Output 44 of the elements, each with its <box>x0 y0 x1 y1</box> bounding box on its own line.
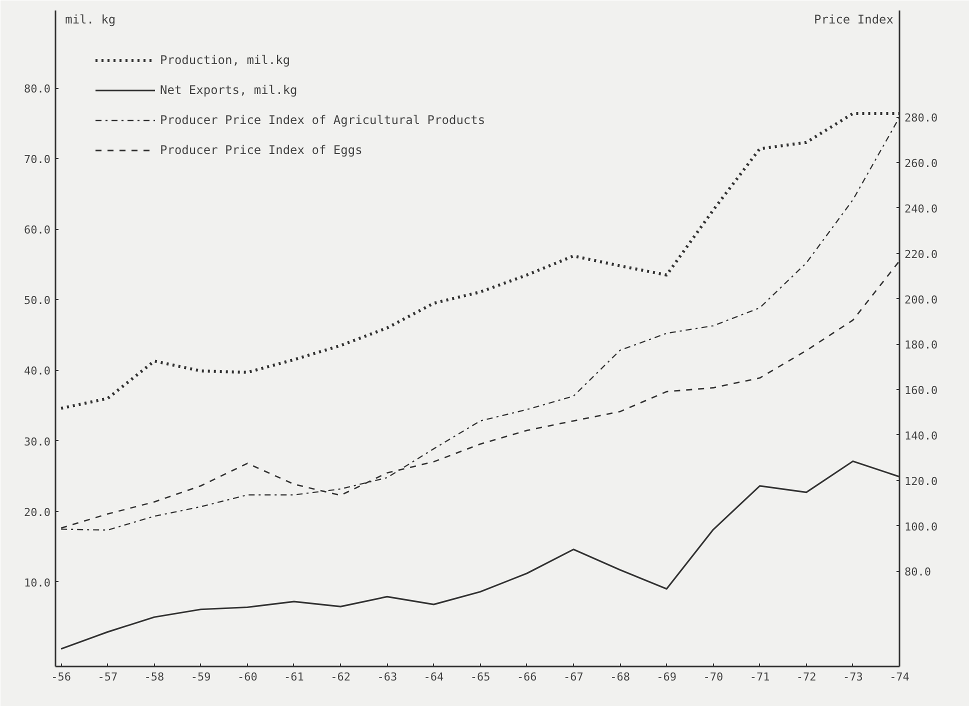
y-tick-label: 50.0 <box>24 294 51 308</box>
legend-label: Net Exports, mil.kg <box>160 83 298 97</box>
y2-tick-label: 220.0 <box>904 248 938 261</box>
x-tick-label: -68 <box>610 670 630 684</box>
x-tick-label: -70 <box>703 670 724 684</box>
y-tick-label: 30.0 <box>24 435 51 448</box>
y2-tick-label: 160.0 <box>904 384 938 398</box>
x-tick-label: -58 <box>144 670 164 684</box>
y-tick-label: 40.0 <box>24 364 51 378</box>
y-tick-label: 80.0 <box>24 82 51 96</box>
y2-tick-label: 200.0 <box>904 293 938 306</box>
y2-tick-label: 280.0 <box>904 112 938 125</box>
x-tick-label: -61 <box>284 670 304 684</box>
legend-label: Production, mil.kg <box>160 53 290 67</box>
y2-tick-label: 240.0 <box>904 202 938 216</box>
x-tick-label: -66 <box>516 670 537 684</box>
x-tick-label: -73 <box>842 670 863 684</box>
legend-label: Producer Price Index of Agricultural Products <box>160 113 486 127</box>
x-tick-label: -72 <box>796 670 816 684</box>
y-axis-title: mil. kg <box>65 12 116 26</box>
y2-tick-label: 120.0 <box>904 474 938 488</box>
x-tick-label: -62 <box>330 670 350 684</box>
y2-tick-label: 180.0 <box>904 338 938 352</box>
y2-tick-label: 80.0 <box>904 566 931 579</box>
x-tick-label: -67 <box>564 670 584 684</box>
x-tick-label: -64 <box>424 670 444 684</box>
y-tick-label: 60.0 <box>24 224 51 237</box>
x-tick-label: -59 <box>190 670 211 684</box>
x-tick-label: -57 <box>98 670 118 684</box>
x-tick-label: -69 <box>656 670 677 684</box>
y2-tick-label: 140.0 <box>904 429 938 442</box>
legend-label: Producer Price Index of Eggs <box>160 143 362 157</box>
x-tick-label: -65 <box>470 670 490 684</box>
y-tick-label: 20.0 <box>24 506 51 519</box>
y-tick-label: 70.0 <box>24 153 51 166</box>
x-tick-label: -60 <box>237 670 258 684</box>
x-tick-label: -74 <box>890 670 910 684</box>
y-tick-label: 10.0 <box>24 576 51 590</box>
y2-tick-label: 100.0 <box>904 520 938 534</box>
x-tick-label: -56 <box>51 670 72 684</box>
y2-tick-label: 260.0 <box>904 157 938 170</box>
x-tick-label: -71 <box>750 670 770 684</box>
y2-axis-title: Price Index <box>814 12 894 26</box>
x-tick-label: -63 <box>377 670 398 684</box>
